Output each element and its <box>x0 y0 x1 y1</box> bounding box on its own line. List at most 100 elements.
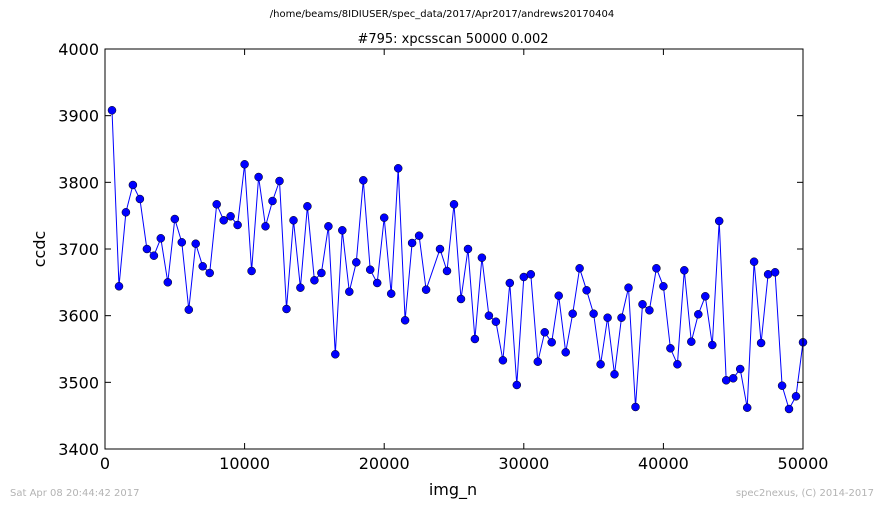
data-point <box>198 262 207 271</box>
data-point <box>533 357 543 366</box>
data-point <box>708 340 717 350</box>
data-point <box>275 176 284 186</box>
data-point <box>645 306 654 315</box>
data-point <box>219 216 228 225</box>
data-point <box>694 310 703 319</box>
x-tick-label: 40000 <box>638 454 689 473</box>
y-tick-label: 4000 <box>58 40 99 59</box>
data-point <box>749 257 759 266</box>
data-point <box>582 286 591 295</box>
data-point <box>610 370 619 379</box>
data-point <box>512 380 522 390</box>
timestamp: Sat Apr 08 20:44:42 2017 <box>10 488 140 499</box>
data-point <box>240 160 249 169</box>
data-point <box>547 338 556 347</box>
data-point <box>177 238 187 247</box>
data-point <box>393 164 403 173</box>
data-point <box>728 374 738 383</box>
data-point <box>289 216 298 225</box>
data-point <box>638 300 647 309</box>
data-point <box>498 356 508 365</box>
x-tick-label: 0 <box>100 454 110 473</box>
data-point <box>310 276 319 285</box>
data-point <box>421 285 431 294</box>
data-point <box>156 234 166 243</box>
data-point <box>673 360 682 369</box>
data-point <box>714 216 724 226</box>
y-tick-label: 3400 <box>58 440 99 459</box>
data-point <box>617 313 626 322</box>
data-point <box>575 264 584 273</box>
data-point <box>666 344 675 353</box>
data-point <box>484 311 494 320</box>
data-point <box>233 220 242 230</box>
data-point <box>491 317 501 326</box>
y-tick-label: 3700 <box>58 240 99 259</box>
data-point <box>331 350 340 359</box>
data-point <box>324 222 333 231</box>
data-point <box>205 268 214 278</box>
data-point <box>345 287 354 296</box>
data-point <box>163 278 173 287</box>
data-point <box>365 265 375 274</box>
data-point <box>121 208 131 217</box>
data-point <box>784 404 794 414</box>
data-point <box>352 258 361 267</box>
data-point <box>701 292 710 301</box>
credit-text: spec2nexus, (C) 2014-2017 <box>735 488 874 499</box>
data-point <box>212 200 221 209</box>
x-tick-label: 30000 <box>498 454 549 473</box>
data-point <box>526 270 536 279</box>
data-point <box>561 348 570 357</box>
data-point <box>114 282 124 291</box>
data-point <box>659 282 668 291</box>
data-point <box>372 278 382 288</box>
series-line <box>111 110 804 411</box>
data-point <box>470 334 480 344</box>
data-point <box>303 202 312 211</box>
data-point <box>624 283 633 292</box>
data-point <box>505 278 515 288</box>
data-point <box>777 381 787 390</box>
data-point <box>261 222 270 231</box>
data-point <box>791 392 801 401</box>
data-point <box>268 196 277 206</box>
x-axis-label: img_n <box>429 480 477 500</box>
data-point <box>603 313 612 322</box>
y-tick-label: 3900 <box>58 107 99 126</box>
data-point <box>400 316 410 325</box>
data-point <box>568 309 577 318</box>
data-point <box>687 337 696 346</box>
data-point <box>191 239 200 248</box>
x-tick-label: 10000 <box>219 454 270 473</box>
chart-title: #795: xpcsscan 50000 0.002 <box>357 32 548 47</box>
data-point <box>680 266 689 275</box>
data-point <box>142 244 152 254</box>
x-tick-label: 50000 <box>778 454 829 473</box>
data-point <box>742 403 752 412</box>
y-tick-label: 3500 <box>58 373 99 392</box>
plot-area: 0 10000 20000 30000 40000 50000 3400 3500 3600 37… <box>58 40 828 473</box>
data-point <box>149 251 159 260</box>
data-point <box>435 244 445 254</box>
data-point <box>184 305 194 314</box>
data-point <box>770 268 780 277</box>
data-point <box>379 213 389 222</box>
data-point <box>449 200 459 209</box>
data-point <box>756 338 766 348</box>
data-point <box>254 172 263 182</box>
y-axis-label: ccdc <box>30 231 49 268</box>
data-point <box>589 309 598 318</box>
data-point <box>477 253 487 262</box>
data-point <box>540 328 549 337</box>
data-point <box>631 402 640 412</box>
data-point <box>135 194 145 204</box>
data-point <box>128 180 138 190</box>
data-point <box>296 283 305 292</box>
data-point <box>338 226 347 235</box>
data-point <box>226 212 235 221</box>
data-point <box>317 268 326 278</box>
data-point <box>407 238 417 248</box>
data-point <box>170 214 180 224</box>
data-point <box>554 291 563 300</box>
